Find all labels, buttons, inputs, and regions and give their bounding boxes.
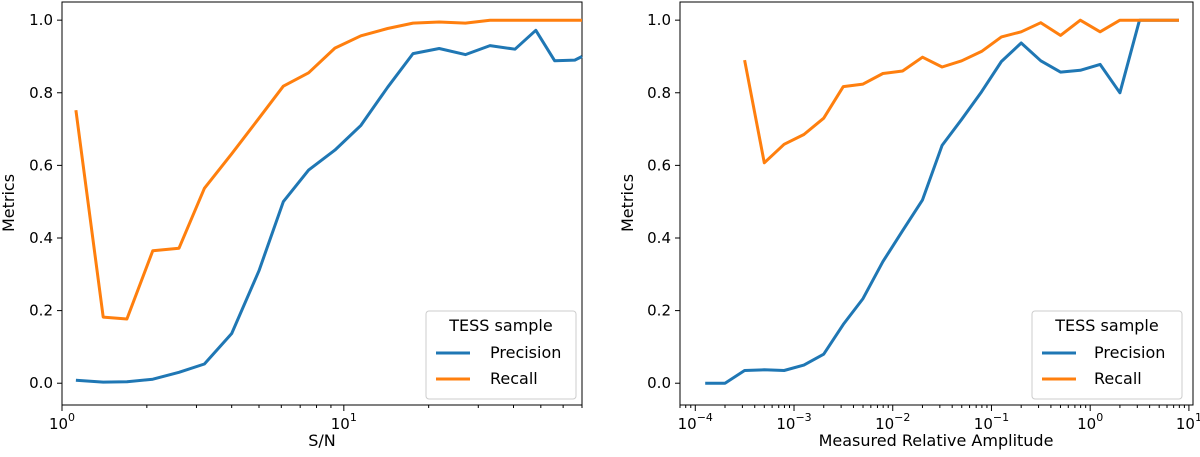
y-tick-label: 0.4 <box>647 229 671 247</box>
series-lines <box>705 18 1179 385</box>
legend-title: TESS sample <box>1054 316 1158 335</box>
legend: TESS sample Precision Recall <box>1031 310 1183 400</box>
series-line-precision <box>75 28 583 384</box>
series-line-recall <box>74 18 582 321</box>
legend-label-precision: Precision <box>1094 343 1165 362</box>
y-tick-label: 0.2 <box>29 302 53 320</box>
x-tick-label: 10−1 <box>974 411 1009 433</box>
x-tick-label: 101 <box>331 411 357 433</box>
legend-title: TESS sample <box>448 316 552 335</box>
plot-area-frame <box>61 1 583 406</box>
legend: TESS sample Precision Recall <box>425 310 577 400</box>
x-tick-label: 10−3 <box>776 411 811 433</box>
series-line-precision <box>705 18 1179 385</box>
legend-label-recall: Recall <box>490 369 538 388</box>
series-lines <box>74 18 583 384</box>
x-tick-label: 100 <box>49 411 75 433</box>
y-tick-label: 0.6 <box>29 156 53 174</box>
snr-metrics-chart: Metrics S/N 0.0 0.2 0.4 0.6 0.8 1.0 100 101 TE… <box>0 1 583 450</box>
x-tick-label: 10−4 <box>678 411 713 433</box>
y-ticks: 0.0 0.2 0.4 0.6 0.8 1.0 <box>29 11 62 392</box>
series-line-recall <box>743 18 1179 165</box>
y-tick-label: 1.0 <box>647 11 671 29</box>
legend-box <box>425 310 577 400</box>
y-tick-label: 0.2 <box>647 302 671 320</box>
x-tick-label: 100 <box>1077 411 1103 433</box>
x-ticks: 10−4 10−3 10−2 10−1 100 101 <box>678 405 1200 433</box>
y-tick-label: 0.0 <box>29 374 53 392</box>
y-tick-label: 0.0 <box>647 374 671 392</box>
legend-label-recall: Recall <box>1094 369 1142 388</box>
y-tick-label: 0.4 <box>29 229 53 247</box>
x-ticks: 100 101 <box>49 405 583 433</box>
x-axis-label: Measured Relative Amplitude <box>819 431 1054 450</box>
y-axis-label: Metrics <box>618 174 637 232</box>
y-axis-label: Metrics <box>0 174 18 232</box>
amplitude-metrics-chart: Metrics Measured Relative Amplitude 0.00… <box>618 1 1200 450</box>
x-axis-label: S/N <box>308 431 336 450</box>
x-tick-label: 10−2 <box>875 411 910 433</box>
y-ticks: 0.0 0.2 0.4 0.6 0.8 1.0 <box>647 11 680 392</box>
y-tick-label: 0.8 <box>647 84 671 102</box>
legend-box <box>1031 310 1183 400</box>
legend-label-precision: Precision <box>490 343 561 362</box>
y-tick-label: 0.6 <box>647 156 671 174</box>
x-tick-label: 101 <box>1176 411 1200 433</box>
y-tick-label: 1.0 <box>29 11 53 29</box>
y-tick-label: 0.8 <box>29 84 53 102</box>
plot-area-frame <box>679 1 1194 406</box>
